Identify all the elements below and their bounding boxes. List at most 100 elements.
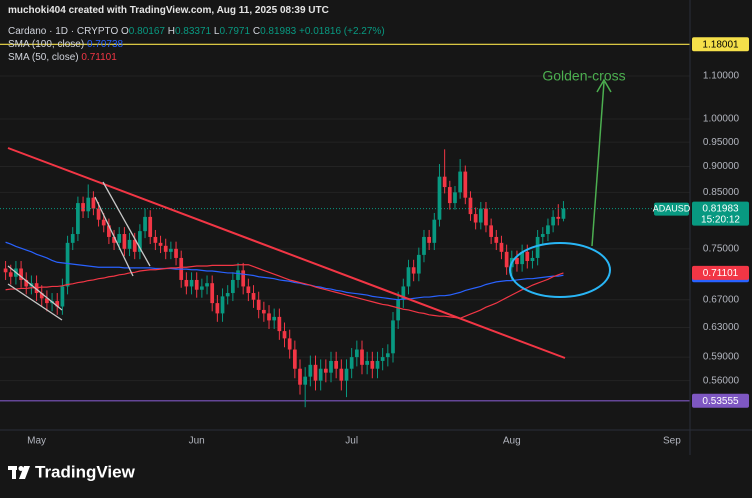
candle-body xyxy=(246,286,251,294)
candle-body xyxy=(401,286,406,300)
ohlc-value: 0.80167 xyxy=(128,26,165,37)
price-badge-label: 1.18001 xyxy=(702,39,739,50)
logo-text: TradingView xyxy=(35,462,136,481)
candle-body xyxy=(365,360,370,365)
candle-body xyxy=(489,225,493,237)
candle-body xyxy=(375,360,380,369)
candle-body xyxy=(515,257,519,265)
arrow-head xyxy=(596,78,612,93)
candle-body xyxy=(205,283,209,287)
candle-body xyxy=(478,208,483,223)
candle-body xyxy=(3,268,8,273)
candle-body xyxy=(24,279,29,287)
candle-body xyxy=(91,197,96,209)
arrow-line xyxy=(591,81,605,247)
price-badge xyxy=(692,37,749,52)
candle-body xyxy=(267,313,271,321)
candle-body xyxy=(298,368,302,385)
candle-body xyxy=(45,298,49,304)
x-tick-label: Aug xyxy=(503,436,521,447)
candle-body xyxy=(458,171,462,193)
candle-body xyxy=(380,357,385,361)
candle-body xyxy=(422,236,426,255)
ohlc-value: 0.81983 xyxy=(260,26,297,37)
candle-body xyxy=(127,239,132,249)
highlight-ellipse xyxy=(509,242,611,298)
candle-body xyxy=(468,197,473,215)
change: +0.01816 xyxy=(299,26,342,37)
ohlc-value: 0.83371 xyxy=(174,26,212,37)
candle-body xyxy=(535,236,540,258)
candle-body xyxy=(406,267,411,287)
candle-body xyxy=(391,320,395,354)
y-tick-label: 0.85000 xyxy=(703,187,740,198)
symbol-row: Cardano · 1D · CRYPTO O0.80167 H0.83371 … xyxy=(8,25,385,38)
current-price-label: 0.81983 xyxy=(702,203,739,214)
current-price-badge xyxy=(692,201,749,226)
y-tick-label: 0.63000 xyxy=(703,322,740,333)
candle-body xyxy=(132,239,137,252)
candle-body xyxy=(354,349,359,358)
price-badge-label: 0.53555 xyxy=(702,396,739,407)
candle-body xyxy=(447,187,452,204)
sma-badge xyxy=(692,265,749,280)
candle-body xyxy=(427,236,432,243)
legend-value: 0.70738 xyxy=(86,39,124,50)
candle-body xyxy=(334,360,339,369)
candle-body xyxy=(494,236,499,243)
candle-body xyxy=(251,293,256,300)
legend-header: muchoki404 created with TradingView.com,… xyxy=(8,4,385,64)
badges: 1.180010.53555ADAUSD0.8198315:20:120.707… xyxy=(653,37,749,408)
candle-body xyxy=(117,234,122,243)
candle-body xyxy=(215,303,220,314)
candle-body xyxy=(220,296,225,314)
drawings: Golden-cross xyxy=(7,68,626,359)
candle-body xyxy=(432,219,437,243)
candle-body xyxy=(241,270,246,287)
candle-body xyxy=(344,368,349,381)
pattern-line xyxy=(7,283,63,321)
candle-body xyxy=(169,248,173,252)
logo-mark xyxy=(12,466,16,479)
y-tick-label: 1.00000 xyxy=(703,114,740,125)
sma-line xyxy=(5,241,564,301)
logo-mark xyxy=(18,466,24,471)
candle-body xyxy=(163,245,168,252)
x-tick-label: May xyxy=(27,436,46,447)
legend-entry: SMA (50, close) xyxy=(8,52,79,63)
candle-body xyxy=(504,251,509,268)
x-tick-label: Jun xyxy=(189,436,205,447)
symbol-badge xyxy=(654,202,689,216)
candle-body xyxy=(256,299,261,310)
candle-body xyxy=(122,234,127,249)
candle-body xyxy=(453,192,457,204)
plot xyxy=(0,43,690,408)
candle-body xyxy=(556,216,561,219)
candle-body xyxy=(370,360,375,369)
candle-body xyxy=(396,299,401,321)
candle-body xyxy=(225,293,230,297)
pattern-line xyxy=(94,196,134,277)
symbol-title: Cardano · 1D · CRYPTO xyxy=(8,26,119,37)
candle-body xyxy=(184,279,189,287)
candle-body xyxy=(8,272,13,277)
candle-body xyxy=(484,208,488,226)
axes: 1.10000 1.00000 0.95000 0.90000 0.85000 0.750… xyxy=(0,0,752,455)
candle-body xyxy=(520,251,524,265)
pattern-line xyxy=(102,181,151,267)
candle-body xyxy=(148,216,153,237)
logo: TradingView xyxy=(8,462,136,481)
change-pct: (+2.27%) xyxy=(343,26,385,37)
candle-body xyxy=(329,360,333,373)
candle-body xyxy=(143,216,147,232)
candle-body xyxy=(153,236,158,243)
candle-body xyxy=(231,279,235,294)
candle-body xyxy=(546,225,550,235)
candle-body xyxy=(19,268,23,280)
candle-body xyxy=(65,242,70,287)
candle-body xyxy=(292,349,297,369)
candle-body xyxy=(101,219,106,226)
countdown-label: 15:20:12 xyxy=(701,214,740,225)
price-badge xyxy=(692,393,749,408)
